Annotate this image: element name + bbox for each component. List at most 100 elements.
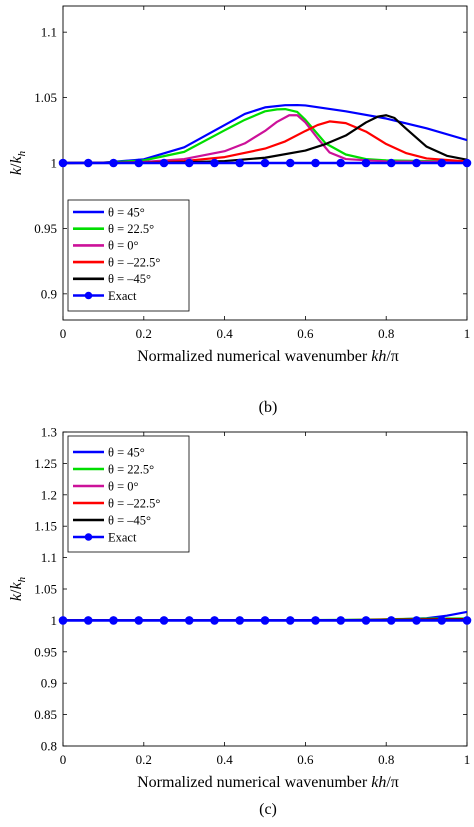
legend-entry: θ = –22.5° xyxy=(108,255,160,269)
legend-entry: θ = 22.5° xyxy=(108,462,154,476)
x-tick-label: 0.2 xyxy=(136,752,152,767)
y-axis-label-k: k xyxy=(8,593,25,601)
exact-marker xyxy=(336,616,346,625)
exact-marker xyxy=(83,158,93,168)
legend-entry: Exact xyxy=(108,289,137,303)
exact-marker xyxy=(159,158,169,168)
legend-entry: θ = 45° xyxy=(108,205,145,219)
x-tick-label: 0.8 xyxy=(378,326,394,341)
legend-entry: θ = 0° xyxy=(108,479,139,493)
x-axis-label-text: Normalized numerical wavenumber xyxy=(137,774,371,791)
y-axis-label: k/kh xyxy=(8,150,28,175)
panel-label: (c) xyxy=(259,801,277,818)
y-axis-label-slash: / xyxy=(8,163,25,168)
legend-box xyxy=(67,435,190,553)
exact-marker xyxy=(437,158,447,168)
y-axis-label: k/kh xyxy=(8,576,28,601)
x-axis-label-text: Normalized numerical wavenumber xyxy=(137,348,371,365)
y-tick-label: 0.9 xyxy=(41,286,57,301)
y-tick-label: 1.1 xyxy=(41,25,57,40)
legend-marker xyxy=(84,533,93,541)
series-2-line xyxy=(63,114,467,165)
x-tick-label: 1 xyxy=(464,752,471,767)
exact-marker xyxy=(58,158,68,168)
exact-marker xyxy=(260,616,270,625)
y-tick-label: 1.15 xyxy=(34,519,57,534)
legend-entry: θ = 22.5° xyxy=(108,222,154,236)
chart-panel-c: 0 0.2 0.4 0.6 0.8 1 0.8 0.85 0.9 0.95 1 1.05 1.1 1.15… xyxy=(8,425,472,818)
exact-marker xyxy=(285,158,295,168)
exact-marker xyxy=(462,616,472,625)
legend-entry: Exact xyxy=(108,530,137,544)
x-tick-label: 0.4 xyxy=(216,326,233,341)
y-tick-label: 1 xyxy=(51,613,58,628)
x-axis-label-suffix: /π xyxy=(386,348,399,365)
x-tick-label: 0 xyxy=(60,326,67,341)
y-tick-label: 1.05 xyxy=(34,90,57,105)
y-axis-label-kh: k xyxy=(8,156,25,164)
exact-marker xyxy=(109,158,118,168)
exact-marker xyxy=(134,158,144,168)
exact-marker xyxy=(235,158,245,168)
x-axis-label-var: kh xyxy=(371,348,386,365)
chart-panel-b: 0 0.2 0.4 0.6 0.8 1 0.9 0.95 1 1.05 1.1 θ = 45° θ = … xyxy=(8,5,472,416)
x-tick-label: 0.6 xyxy=(297,752,314,767)
y-tick-label: 1.2 xyxy=(41,487,57,502)
y-tick-label: 1.25 xyxy=(34,456,57,471)
exact-marker xyxy=(109,616,118,625)
y-axis-label-k: k xyxy=(8,167,25,175)
x-axis-label: Normalized numerical wavenumber kh/π xyxy=(137,348,399,365)
exact-marker xyxy=(210,158,219,168)
series-1-line xyxy=(63,107,467,165)
y-tick-label: 1.3 xyxy=(41,425,57,440)
exact-marker xyxy=(311,616,320,625)
x-tick-label: 0 xyxy=(60,752,67,767)
exact-marker xyxy=(412,158,421,168)
y-tick-label: 1.05 xyxy=(34,582,57,597)
legend-entry: θ = –45° xyxy=(108,272,151,286)
exact-marker xyxy=(386,158,396,168)
exact-marker xyxy=(412,616,421,625)
exact-marker xyxy=(285,616,295,625)
x-tick-label: 0.6 xyxy=(297,326,314,341)
x-tick-label: 0.2 xyxy=(136,326,152,341)
exact-marker xyxy=(58,616,68,625)
y-tick-label: 0.9 xyxy=(41,676,57,691)
exact-marker xyxy=(159,616,169,625)
legend-entry: θ = –22.5° xyxy=(108,496,160,510)
y-tick-label: 1 xyxy=(51,156,58,171)
exact-marker xyxy=(361,158,371,168)
exact-marker xyxy=(184,158,194,168)
exact-marker xyxy=(361,616,371,625)
y-axis-label-sub: h xyxy=(16,150,28,156)
y-axis-label-kh: k xyxy=(8,582,25,590)
x-axis-label: Normalized numerical wavenumber kh/π xyxy=(137,774,399,791)
y-tick-label: 0.8 xyxy=(41,739,57,754)
exact-marker xyxy=(437,616,447,625)
exact-marker xyxy=(83,616,93,625)
exact-marker xyxy=(235,616,245,625)
x-tick-label: 1 xyxy=(464,326,471,341)
panel-label: (b) xyxy=(259,399,278,416)
exact-marker xyxy=(184,616,194,625)
x-tick-label: 0.8 xyxy=(378,752,394,767)
exact-marker xyxy=(210,616,219,625)
legend-entry: θ = –45° xyxy=(108,513,151,527)
legend-marker xyxy=(84,291,93,300)
y-tick-label: 0.85 xyxy=(34,707,57,722)
y-tick-label: 1.1 xyxy=(41,550,57,565)
exact-marker xyxy=(386,616,396,625)
x-axis-label-suffix: /π xyxy=(386,774,399,791)
x-axis-label-var: kh xyxy=(371,774,386,791)
y-axis-label-sub: h xyxy=(16,576,28,582)
legend-entry: θ = 45° xyxy=(108,445,145,459)
y-tick-label: 0.95 xyxy=(34,644,57,659)
legend-entry: θ = 0° xyxy=(108,239,139,253)
y-tick-label: 0.95 xyxy=(34,221,57,236)
series-4-line xyxy=(63,114,467,165)
exact-marker xyxy=(462,158,472,168)
series-3-line xyxy=(63,120,467,165)
exact-marker xyxy=(336,158,346,168)
y-axis-label-slash: / xyxy=(8,589,25,594)
